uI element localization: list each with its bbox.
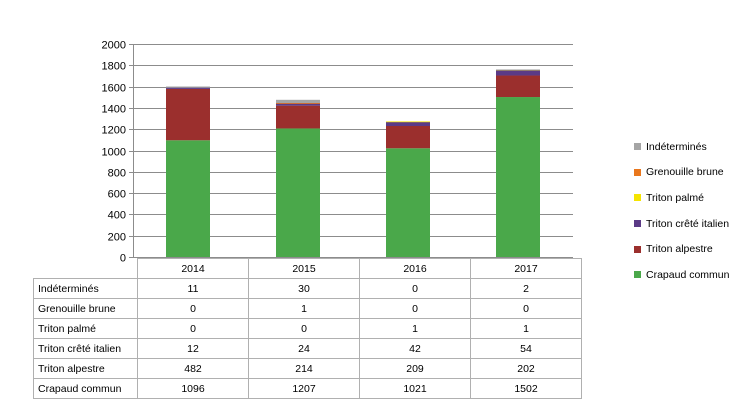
table-cell: 0 (248, 318, 360, 339)
table-cell: 0 (359, 298, 471, 319)
bar-segment (496, 69, 540, 71)
table-cell: 54 (470, 338, 582, 359)
table-corner (33, 258, 138, 279)
bar-segment (276, 103, 320, 106)
legend-swatch (634, 245, 641, 253)
legend-label: Crapaud commun (646, 268, 730, 281)
y-tick-label: 800 (108, 168, 126, 180)
bar-segment (386, 126, 430, 149)
y-tick-label: 1000 (102, 147, 126, 159)
table-cell: 1 (470, 318, 582, 339)
bar-segment (386, 121, 430, 123)
table-row: Grenouille brune 0 1 0 0 (33, 298, 582, 319)
y-tick-label: 2000 (102, 40, 126, 52)
table-row: Indéterminés 11 30 0 2 (33, 278, 582, 299)
row-label: Triton palmé (33, 318, 138, 339)
table-cell: 0 (359, 278, 471, 299)
row-label: Triton alpestre (33, 358, 138, 379)
table-cell: 482 (137, 358, 249, 379)
legend-item: Triton alpestre (634, 236, 742, 262)
bar-segment (276, 128, 320, 257)
bar-segment (496, 97, 540, 257)
y-tick-label: 1600 (102, 83, 126, 95)
bar-segment (276, 99, 320, 104)
legend-item: Grenouille brune (634, 160, 742, 186)
table-cell: 0 (137, 318, 249, 339)
row-label: Grenouille brune (33, 298, 138, 319)
row-label: Indéterminés (33, 278, 138, 299)
legend-label: Triton crêté italien (646, 217, 730, 230)
table-cell: 1021 (359, 378, 471, 399)
bar-segment (496, 75, 540, 98)
table-cell: 0 (470, 298, 582, 319)
table-cell: 202 (470, 358, 582, 379)
y-tick-label: 1400 (102, 104, 126, 116)
table-cell: 1 (359, 318, 471, 339)
table-cell: 30 (248, 278, 360, 299)
table-cell: 11 (137, 278, 249, 299)
table-header-row: 2014 2015 2016 2017 (33, 258, 582, 279)
table-cell: 42 (359, 338, 471, 359)
legend-swatch (634, 220, 641, 228)
legend-label: Triton alpestre (646, 243, 713, 256)
table-row: Triton crêté italien 12 24 42 54 (33, 338, 582, 359)
table-cell: 24 (248, 338, 360, 359)
table-cell: 214 (248, 358, 360, 379)
bars (166, 69, 540, 257)
bar-segment (496, 69, 540, 76)
y-tick-label: 1200 (102, 125, 126, 137)
table-cell: 1502 (470, 378, 582, 399)
table-cell: 1207 (248, 378, 360, 399)
table-row: Triton alpestre 482 214 209 202 (33, 358, 582, 379)
table-cell: 12 (137, 338, 249, 359)
legend: Indéterminés Grenouille brune Triton pal… (634, 134, 742, 288)
row-label: Crapaud commun (33, 378, 138, 399)
bar-segment (386, 121, 430, 127)
table-cell: 2 (470, 278, 582, 299)
bar-segment (276, 105, 320, 129)
legend-item: Indéterminés (634, 134, 742, 160)
legend-label: Triton palmé (646, 191, 704, 204)
table-cell: 209 (359, 358, 471, 379)
row-label: Triton crêté italien (33, 338, 138, 359)
table-cell: 1096 (137, 378, 249, 399)
bar-segment (386, 148, 430, 257)
bar-segment (166, 140, 210, 257)
legend-swatch (634, 168, 641, 176)
bar-segment (166, 88, 210, 141)
table-row: Triton palmé 0 0 1 1 (33, 318, 582, 339)
table-cell: 0 (137, 298, 249, 319)
category-label: 2014 (137, 258, 249, 279)
table-row: Crapaud commun 1096 1207 1021 1502 (33, 378, 582, 399)
category-label: 2016 (359, 258, 471, 279)
legend-label: Grenouille brune (646, 166, 724, 179)
y-tick-label: 1800 (102, 61, 126, 73)
legend-swatch (634, 271, 641, 279)
bar-segment (276, 103, 320, 104)
y-tick-label: 200 (108, 232, 126, 244)
legend-item: Crapaud commun (634, 262, 742, 288)
y-tick-label: 400 (108, 210, 126, 222)
legend-item: Triton palmé (634, 185, 742, 211)
bar-segment (166, 87, 210, 89)
data-table: 2014 2015 2016 2017 Indéterminés 11 30 0… (33, 258, 582, 399)
legend-label: Indéterminés (646, 140, 707, 153)
category-label: 2015 (248, 258, 360, 279)
legend-item: Triton crêté italien (634, 211, 742, 237)
y-tick-label: 600 (108, 189, 126, 201)
category-label: 2017 (470, 258, 582, 279)
bar-segment (166, 86, 210, 88)
table-cell: 1 (248, 298, 360, 319)
legend-swatch (634, 194, 641, 202)
legend-swatch (634, 143, 641, 151)
